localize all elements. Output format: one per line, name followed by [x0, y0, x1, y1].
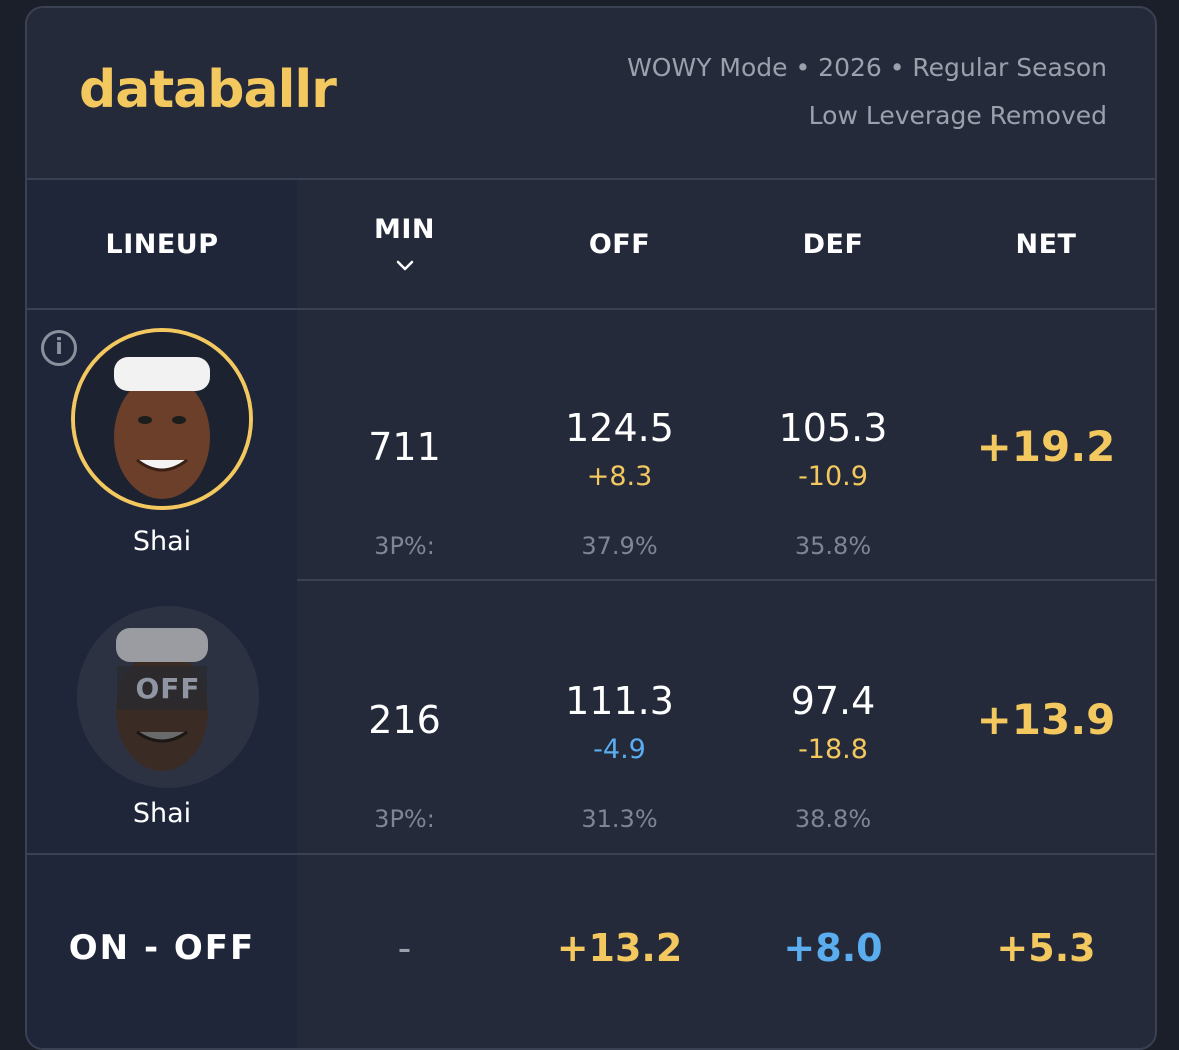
- header-divider: [27, 308, 1155, 310]
- row-off-off-delta: -4.9: [593, 734, 646, 765]
- row-on-off-delta: +8.3: [586, 461, 653, 492]
- column-header-min-label: MIN: [373, 213, 435, 245]
- column-header-off[interactable]: OFF: [588, 228, 651, 260]
- column-header-min[interactable]: MIN: [297, 180, 512, 308]
- player-avatar-on[interactable]: [71, 328, 253, 510]
- on-off-net: +5.3: [996, 926, 1096, 970]
- player-avatar-off[interactable]: OFF: [77, 606, 259, 788]
- player-headshot-dimmed-icon: [77, 606, 247, 776]
- row-off-net: +13.9: [976, 695, 1116, 744]
- player-headshot-icon: [75, 332, 249, 506]
- on-off-label: ON - OFF: [68, 928, 256, 968]
- column-header-lineup[interactable]: LINEUP: [105, 228, 219, 260]
- row-off-def-rating: 97.4: [790, 679, 876, 723]
- row-off-3p-label: 3P%:: [374, 805, 435, 833]
- mode-season-text: WOWY Mode • 2026 • Regular Season: [627, 53, 1107, 82]
- info-icon[interactable]: i: [41, 330, 77, 366]
- card-header: databallr WOWY Mode • 2026 • Regular Sea…: [27, 8, 1155, 180]
- summary-divider: [27, 853, 1155, 855]
- row-on-def-rating: 105.3: [778, 406, 888, 450]
- row-off-off-rating: 111.3: [565, 679, 674, 723]
- leverage-filter-text: Low Leverage Removed: [808, 101, 1107, 130]
- row-on-3p-label: 3P%:: [374, 532, 435, 560]
- player-name-off: Shai: [132, 798, 192, 829]
- column-header-def[interactable]: DEF: [802, 228, 864, 260]
- row-off-off-3p: 31.3%: [581, 805, 658, 833]
- row-off-def-delta: -18.8: [798, 734, 868, 765]
- row-on-def-delta: -10.9: [798, 461, 868, 492]
- row-off-min: 216: [368, 698, 441, 742]
- row-on-off-rating: 124.5: [565, 406, 674, 450]
- on-off-min: -: [397, 926, 412, 970]
- on-off-def: +8.0: [783, 926, 883, 970]
- on-off-off: +13.2: [556, 926, 683, 970]
- column-header-net[interactable]: NET: [1015, 228, 1077, 260]
- row-on-def-3p: 35.8%: [794, 532, 872, 560]
- row-on-off-3p: 37.9%: [581, 532, 658, 560]
- player-name-on: Shai: [132, 526, 192, 557]
- row-divider: [297, 579, 1155, 581]
- chevron-down-icon: [396, 260, 413, 270]
- row-on-min: 711: [368, 425, 441, 469]
- row-off-def-3p: 38.8%: [794, 805, 872, 833]
- databallr-logo[interactable]: databallr: [79, 60, 337, 120]
- off-state-label: OFF: [135, 672, 201, 705]
- wowy-card: databallr WOWY Mode • 2026 • Regular Sea…: [25, 6, 1157, 1050]
- row-on-net: +19.2: [976, 422, 1116, 471]
